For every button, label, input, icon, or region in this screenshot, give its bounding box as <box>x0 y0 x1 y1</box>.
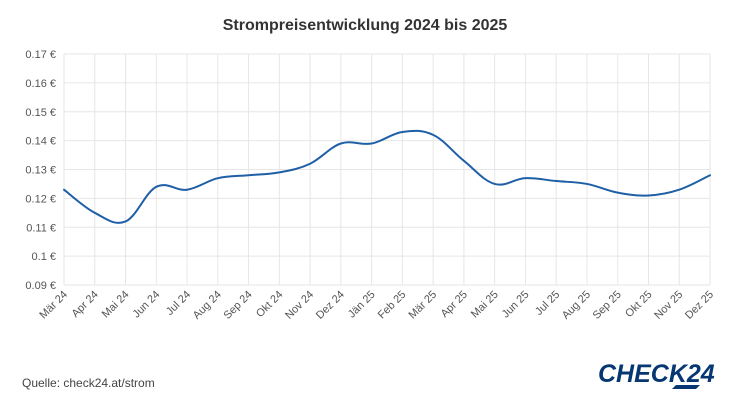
chart-title: Strompreisentwicklung 2024 bis 2025 <box>222 17 508 34</box>
data-point <box>555 180 557 182</box>
x-tick-label: Mai 25 <box>469 289 501 321</box>
y-tick-label: 0.13 € <box>25 165 56 177</box>
data-point <box>186 189 188 191</box>
data-point <box>247 174 249 176</box>
data-point <box>155 186 157 188</box>
data-point <box>432 134 434 136</box>
x-tick-label: Mär 24 <box>37 289 70 322</box>
data-point <box>94 212 96 214</box>
y-axis-tick-labels: 0.09 € 0.1 € 0.11 € 0.12 € 0.13 € 0.14 € 0.15 … <box>25 49 56 292</box>
data-point <box>524 177 526 179</box>
x-tick-label: Okt 24 <box>254 289 285 320</box>
x-tick-label: Dez 25 <box>683 289 716 322</box>
x-tick-label: Dez 24 <box>314 289 347 322</box>
x-tick-label: Jän 25 <box>346 289 378 321</box>
x-tick-label: Jul 24 <box>164 289 193 318</box>
data-point <box>647 194 649 196</box>
x-tick-label: Feb 25 <box>376 289 409 322</box>
y-tick-label: 0.17 € <box>25 49 56 61</box>
data-point <box>493 183 495 185</box>
data-point <box>401 131 403 133</box>
svg-text:CHECK24: CHECK24 <box>598 360 715 388</box>
data-point <box>370 142 372 144</box>
data-point <box>63 189 65 191</box>
x-tick-label: Nov 25 <box>652 289 685 322</box>
data-point <box>678 189 680 191</box>
y-tick-label: 0.11 € <box>26 222 56 234</box>
x-tick-label: Jun 25 <box>500 289 532 321</box>
x-tick-label: Sep 25 <box>591 289 624 322</box>
data-point <box>709 174 711 176</box>
y-tick-label: 0.16 € <box>25 78 56 90</box>
y-tick-label: 0.14 € <box>25 136 56 148</box>
data-point <box>617 191 619 193</box>
x-tick-label: Nov 24 <box>283 289 316 322</box>
check24-logo: CHECK24 <box>598 360 715 389</box>
x-tick-label: Jul 25 <box>533 289 562 318</box>
data-point <box>217 177 219 179</box>
data-point <box>586 183 588 185</box>
y-tick-label: 0.09 € <box>25 280 56 292</box>
x-tick-label: Apr 25 <box>439 289 470 320</box>
x-tick-label: Sep 24 <box>222 289 255 322</box>
data-point <box>278 171 280 173</box>
data-point <box>124 220 126 222</box>
x-tick-label: Mai 24 <box>100 289 132 321</box>
source-note: Quelle: check24.at/strom <box>22 376 155 390</box>
x-tick-label: Apr 24 <box>69 289 100 320</box>
x-tick-label: Okt 25 <box>623 289 654 320</box>
x-tick-label: Jun 24 <box>131 289 163 321</box>
x-tick-label: Aug 24 <box>191 289 224 322</box>
x-tick-label: Mär 25 <box>407 289 440 322</box>
series-layer <box>63 129 711 224</box>
data-point <box>309 163 311 165</box>
y-tick-label: 0.15 € <box>25 107 56 119</box>
series-line <box>63 129 711 224</box>
gridlines <box>63 53 711 286</box>
data-point <box>463 160 465 162</box>
x-tick-label: Aug 25 <box>560 289 593 322</box>
y-tick-label: 0.12 € <box>25 193 56 205</box>
data-point <box>340 142 342 144</box>
y-tick-label: 0.1 € <box>32 251 56 263</box>
